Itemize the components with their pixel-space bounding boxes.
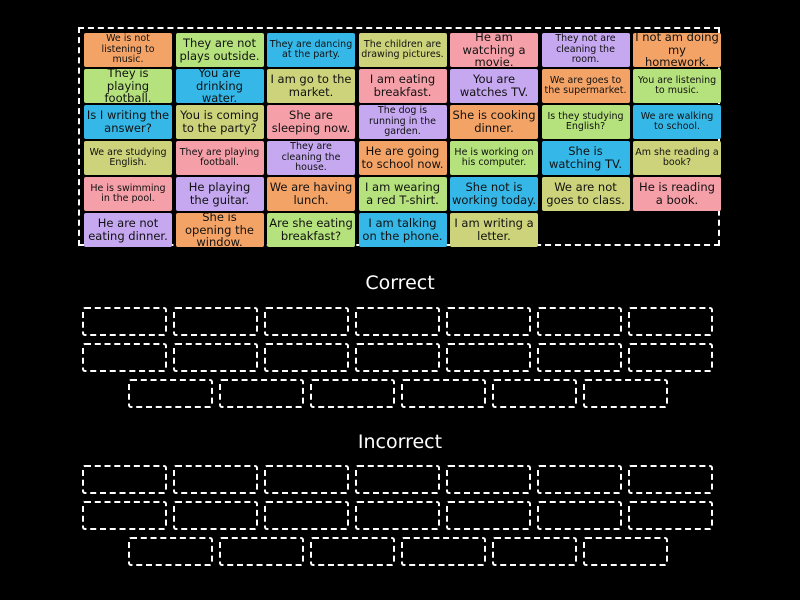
- sentence-tile[interactable]: The dog is running in the garden.: [358, 105, 447, 139]
- sentence-tile[interactable]: We are not goes to class.: [541, 177, 630, 211]
- group-title-correct: Correct: [365, 272, 435, 294]
- incorrect-drop-slot[interactable]: [628, 465, 713, 494]
- sentence-tile[interactable]: I am go to the market.: [267, 69, 355, 103]
- correct-slot-row-1: [82, 307, 713, 336]
- sentence-tile[interactable]: I not am doing my homework.: [633, 33, 721, 67]
- sentence-tile[interactable]: I am writing a letter.: [450, 213, 538, 247]
- sentence-tile[interactable]: She is cooking dinner.: [450, 105, 538, 139]
- sentence-tile[interactable]: They are not plays outside.: [175, 33, 264, 67]
- incorrect-drop-slot[interactable]: [264, 501, 349, 530]
- incorrect-drop-slot[interactable]: [82, 465, 167, 494]
- incorrect-drop-slot[interactable]: [446, 501, 531, 530]
- sentence-tile[interactable]: I am talking on the phone.: [358, 213, 447, 247]
- sentence-tile[interactable]: He am watching a movie.: [450, 33, 538, 67]
- correct-drop-slot[interactable]: [264, 343, 349, 372]
- correct-drop-slot[interactable]: [537, 307, 622, 336]
- correct-drop-slot[interactable]: [82, 307, 167, 336]
- correct-drop-slot[interactable]: [82, 343, 167, 372]
- sentence-tile[interactable]: You is coming to the party?: [175, 105, 264, 139]
- incorrect-drop-slot[interactable]: [82, 501, 167, 530]
- incorrect-drop-slot[interactable]: [355, 465, 440, 494]
- sentence-tile[interactable]: I am wearing a red T-shirt.: [358, 177, 447, 211]
- incorrect-drop-slot[interactable]: [446, 465, 531, 494]
- incorrect-slot-row-2: [82, 501, 713, 530]
- sentence-tile[interactable]: She is opening the window.: [175, 213, 264, 247]
- sentence-tile[interactable]: You are drinking water.: [175, 69, 264, 103]
- sentence-tile[interactable]: He is working on his computer.: [450, 141, 538, 175]
- sentence-tile[interactable]: You are listening to music.: [633, 69, 721, 103]
- incorrect-drop-slot[interactable]: [173, 465, 258, 494]
- sentence-tile[interactable]: They are cleaning the house.: [267, 141, 355, 175]
- correct-drop-slot[interactable]: [628, 343, 713, 372]
- sentence-tile[interactable]: We are studying English.: [84, 141, 172, 175]
- sentence-tile[interactable]: They is playing football.: [84, 69, 172, 103]
- sentence-tile[interactable]: Is they studying English?: [541, 105, 630, 139]
- incorrect-drop-slot[interactable]: [173, 501, 258, 530]
- sentence-tile[interactable]: Am she reading a book?: [633, 141, 721, 175]
- incorrect-drop-slot[interactable]: [583, 537, 668, 566]
- correct-drop-slot[interactable]: [537, 343, 622, 372]
- incorrect-slot-row-3: [128, 537, 668, 566]
- incorrect-slot-row-1: [82, 465, 713, 494]
- sentence-tile[interactable]: Are she eating breakfast?: [267, 213, 355, 247]
- sentence-tile[interactable]: They not are cleaning the room.: [541, 33, 630, 67]
- sentence-tile[interactable]: He is reading a book.: [633, 177, 721, 211]
- sentence-tile[interactable]: They are playing football.: [175, 141, 264, 175]
- sentence-tile[interactable]: She are sleeping now.: [267, 105, 355, 139]
- correct-drop-slot[interactable]: [583, 379, 668, 408]
- correct-drop-slot[interactable]: [264, 307, 349, 336]
- correct-drop-slot[interactable]: [173, 307, 258, 336]
- sentence-tile[interactable]: She is watching TV.: [541, 141, 630, 175]
- correct-slot-row-2: [82, 343, 713, 372]
- sentence-tile[interactable]: We are having lunch.: [267, 177, 355, 211]
- sentence-tile[interactable]: They are dancing at the party.: [267, 33, 355, 67]
- incorrect-drop-slot[interactable]: [628, 501, 713, 530]
- sentence-tile[interactable]: I am eating breakfast.: [358, 69, 447, 103]
- sentence-tile[interactable]: We are goes to the supermarket.: [541, 69, 630, 103]
- incorrect-drop-slot[interactable]: [264, 465, 349, 494]
- group-title-incorrect: Incorrect: [357, 431, 443, 453]
- incorrect-drop-slot[interactable]: [219, 537, 304, 566]
- sentence-tile[interactable]: He playing the guitar.: [175, 177, 264, 211]
- sentence-tile[interactable]: We are walking to school.: [633, 105, 721, 139]
- correct-drop-slot[interactable]: [310, 379, 395, 408]
- incorrect-drop-slot[interactable]: [128, 537, 213, 566]
- tile-grid: We is not listening to music. They are no…: [84, 33, 721, 247]
- tile-pool: We is not listening to music. They are no…: [78, 27, 721, 247]
- incorrect-drop-slot[interactable]: [355, 501, 440, 530]
- correct-drop-slot[interactable]: [401, 379, 486, 408]
- sentence-tile[interactable]: She not is working today.: [450, 177, 538, 211]
- correct-drop-slot[interactable]: [628, 307, 713, 336]
- correct-drop-slot[interactable]: [446, 307, 531, 336]
- sentence-tile[interactable]: You are watches TV.: [450, 69, 538, 103]
- sentence-tile[interactable]: The children are drawing pictures.: [358, 33, 447, 67]
- incorrect-drop-slot[interactable]: [492, 537, 577, 566]
- incorrect-drop-slot[interactable]: [310, 537, 395, 566]
- sentence-tile[interactable]: He are not eating dinner.: [84, 213, 172, 247]
- correct-drop-slot[interactable]: [219, 379, 304, 408]
- incorrect-drop-slot[interactable]: [537, 465, 622, 494]
- correct-slot-row-3: [128, 379, 668, 408]
- sentence-tile[interactable]: Is I writing the answer?: [84, 105, 172, 139]
- correct-drop-slot[interactable]: [355, 307, 440, 336]
- correct-drop-slot[interactable]: [492, 379, 577, 408]
- sentence-tile[interactable]: He are going to school now.: [358, 141, 447, 175]
- incorrect-drop-slot[interactable]: [401, 537, 486, 566]
- sentence-tile[interactable]: He is swimming in the pool.: [84, 177, 172, 211]
- sentence-tile[interactable]: We is not listening to music.: [84, 33, 172, 67]
- correct-drop-slot[interactable]: [128, 379, 213, 408]
- correct-drop-slot[interactable]: [355, 343, 440, 372]
- incorrect-drop-slot[interactable]: [537, 501, 622, 530]
- correct-drop-slot[interactable]: [173, 343, 258, 372]
- correct-drop-slot[interactable]: [446, 343, 531, 372]
